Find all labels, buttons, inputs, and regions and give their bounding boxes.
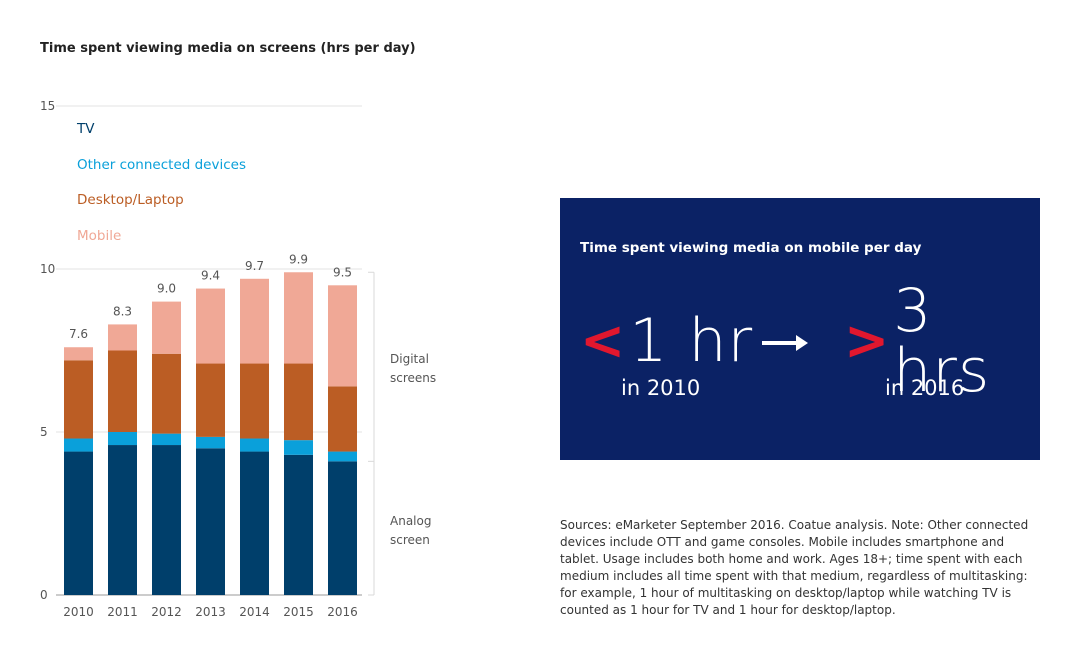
x-tick-label: 2011 (107, 605, 138, 619)
digital-screens-label: screens (390, 371, 436, 385)
bar-segment (240, 278, 269, 364)
bar-total-label: 9.0 (157, 282, 176, 296)
stat-2016-value: 3 hrs (893, 276, 991, 406)
legend-entry: Mobile (77, 228, 121, 244)
x-tick-label: 2010 (63, 605, 94, 619)
bar-total-label: 9.4 (201, 269, 220, 283)
bar-segment (152, 353, 181, 434)
bar-segment (284, 454, 313, 595)
stacked-bar-chart: 0 5 10 15 7.6 2010 8.3 2011 9.0 2012 9.4 2013 9.7 201… (40, 99, 436, 619)
y-tick-label: 5 (40, 425, 48, 439)
stat-2010: < 1 hr (580, 306, 753, 376)
bar-segment (240, 438, 269, 452)
panel-title: Time spent viewing media on mobile per d… (580, 240, 922, 256)
bar-segment (196, 288, 225, 364)
x-tick-label: 2013 (195, 605, 226, 619)
chart-title: Time spent viewing media on screens (hrs… (40, 41, 416, 56)
stat-2016: > 3 hrs (844, 281, 1040, 401)
stat-2010-value: 1 hr (629, 306, 754, 376)
bar-total-label: 9.7 (245, 259, 264, 273)
bar-segment (284, 363, 313, 441)
bar-segment (152, 433, 181, 446)
stat-2016-label: in 2016 (885, 376, 965, 400)
bar-segment (108, 445, 137, 595)
bar-segment (196, 436, 225, 449)
x-tick-label: 2012 (151, 605, 182, 619)
bar-segment (64, 360, 93, 439)
bar-total-label: 9.9 (289, 252, 308, 266)
bar-segment (328, 386, 357, 452)
arrow-right-icon (762, 335, 808, 351)
legend-entry: Desktop/Laptop (77, 192, 184, 208)
x-tick-label: 2014 (239, 605, 270, 619)
bar-segment (328, 451, 357, 462)
less-than-symbol: < (580, 309, 626, 372)
x-tick-label: 2015 (283, 605, 314, 619)
bar-total-label: 8.3 (113, 304, 132, 318)
bar-segment (240, 363, 269, 439)
bar-segment (328, 285, 357, 387)
sources-note: Sources: eMarketer September 2016. Coatu… (560, 518, 1029, 617)
y-tick-label: 15 (40, 99, 55, 113)
y-tick-label: 0 (40, 588, 48, 602)
bar-segment (64, 347, 93, 361)
legend-entry: Other connected devices (77, 157, 246, 173)
bar-segment (284, 272, 313, 364)
digital-screens-label: Digital (390, 352, 429, 366)
bar-segment (328, 461, 357, 595)
bar-segment (108, 350, 137, 432)
stat-2010-label: in 2010 (621, 376, 701, 400)
bar-segment (152, 445, 181, 595)
analog-screen-label: Analog (390, 514, 431, 528)
bar-segment (64, 451, 93, 595)
legend-entry: TV (76, 121, 95, 137)
mobile-time-panel: Time spent viewing media on mobile per d… (560, 198, 1040, 460)
greater-than-symbol: > (844, 309, 890, 372)
bar-segment (108, 324, 137, 351)
bar-total-label: 7.6 (69, 327, 88, 341)
bar-segment (64, 438, 93, 452)
analog-screen-label: screen (390, 533, 430, 547)
bar-segment (284, 440, 313, 455)
x-tick-label: 2016 (327, 605, 358, 619)
bar-segment (108, 432, 137, 446)
y-tick-label: 10 (40, 262, 55, 276)
bar-segment (240, 451, 269, 595)
bar-segment (196, 448, 225, 595)
bar-segment (196, 363, 225, 437)
bar-total-label: 9.5 (333, 265, 352, 279)
bar-segment (152, 301, 181, 354)
